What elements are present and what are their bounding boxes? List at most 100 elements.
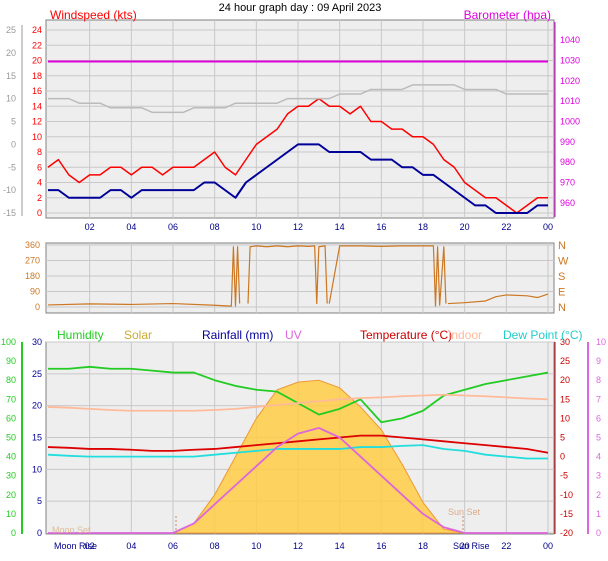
indoor-series-line	[47, 393, 549, 412]
windspeed-tick-label: 20	[32, 56, 42, 66]
humidity-tick-label: 20	[6, 490, 16, 500]
compass-tick-label: E	[558, 287, 565, 299]
legend-humidity: Humidity	[57, 328, 104, 342]
wind-time-tick-label: 04	[126, 222, 136, 232]
climate-time-tick-label: 02	[85, 541, 95, 551]
uv-tick-label: 10	[596, 337, 606, 347]
uv-tick-label: 1	[596, 509, 601, 519]
wind-time-tick-label: 08	[210, 222, 220, 232]
wind-time-tick-label: 10	[251, 222, 261, 232]
moon-rise-label: Moon Rise	[54, 541, 97, 551]
windspeed-tick-label: 14	[32, 101, 42, 111]
gust-series-line	[47, 97, 548, 214]
uv-tick-label: 8	[596, 375, 601, 385]
uv-tick-label: 9	[596, 356, 601, 366]
compass-tick-label: N	[558, 302, 566, 314]
legend-temperature: Temperature (°C)	[360, 328, 452, 342]
humidity-tick-label: 70	[6, 394, 16, 404]
direction-panel-background	[45, 242, 555, 314]
barometer-tick-label: 1000	[560, 117, 580, 127]
direction-tick-label: 90	[30, 287, 40, 297]
rainfall-tick-label: 15	[32, 433, 42, 443]
direction-series-line	[447, 293, 549, 305]
climate-time-tick-label: 18	[418, 541, 428, 551]
humidity-tick-label: 50	[6, 433, 16, 443]
temperature-tick-label: -15	[560, 509, 573, 519]
outer-scale-tick-label: -10	[3, 185, 16, 195]
climate-time-tick-label: 20	[460, 541, 470, 551]
legend-rainfall: Rainfall (mm)	[202, 328, 273, 342]
uv-tick-label: 2	[596, 490, 601, 500]
rainfall-tick-label: 25	[32, 369, 42, 379]
outer-scale-tick-label: 15	[6, 71, 16, 81]
temperature-tick-label: 20	[560, 375, 570, 385]
barometer-tick-label: 970	[560, 178, 575, 188]
windspeed-axis-title: Windspeed (kts)	[50, 8, 137, 22]
rainfall-tick-label: 5	[37, 496, 42, 506]
temperature-tick-label: 0	[560, 452, 565, 462]
wind-time-tick-label: 16	[376, 222, 386, 232]
humidity-tick-label: 60	[6, 413, 16, 423]
temperature-tick-label: -20	[560, 528, 573, 538]
direction-tick-label: 180	[25, 271, 40, 281]
rainfall-tick-label: 10	[32, 464, 42, 474]
sun-set-label: Sun Set	[448, 507, 481, 517]
outer-scale-tick-label: -15	[3, 208, 16, 218]
barometer-tick-label: 1010	[560, 96, 580, 106]
temperature-tick-label: 15	[560, 394, 570, 404]
humidity-tick-label: 30	[6, 471, 16, 481]
climate-time-tick-label: 12	[293, 541, 303, 551]
uv-tick-label: 3	[596, 471, 601, 481]
temperature-tick-label: 10	[560, 413, 570, 423]
outer-scale-tick-label: 10	[6, 94, 16, 104]
uv-tick-label: 0	[596, 528, 601, 538]
uv-tick-label: 5	[596, 433, 601, 443]
compass-tick-label: S	[558, 271, 565, 283]
compass-tick-label: W	[558, 256, 569, 268]
windspeed-tick-label: 10	[32, 132, 42, 142]
axes: 0202040406060808101012121414161618182020…	[1, 22, 606, 551]
windspeed-tick-label: 22	[32, 40, 42, 50]
rainfall-tick-label: 0	[37, 528, 42, 538]
temperature-tick-label: 25	[560, 356, 570, 366]
compass-tick-label: N	[558, 240, 566, 252]
uv-tick-label: 6	[596, 413, 601, 423]
climate-time-tick-label: 06	[168, 541, 178, 551]
windspeed-tick-label: 8	[37, 147, 42, 157]
moon-set-label: Moon Set	[52, 525, 91, 535]
wind-series-line	[48, 143, 548, 214]
grid-lines	[46, 20, 554, 534]
legend-indoor: Indoor	[448, 328, 482, 342]
barometer-tick-label: 960	[560, 198, 575, 208]
humidity-tick-label: 90	[6, 356, 16, 366]
outer-scale-tick-label: 20	[6, 48, 16, 58]
wind-time-tick-label: 22	[501, 222, 511, 232]
wind-time-tick-label: 20	[460, 222, 470, 232]
direction-series-line	[328, 245, 447, 307]
windspeed-tick-label: 16	[32, 86, 42, 96]
humidity-tick-label: 100	[1, 337, 16, 347]
wind-time-tick-label: 12	[293, 222, 303, 232]
wind-time-tick-label: 00	[543, 222, 553, 232]
legend-dewpoint: Dew Point (°C)	[503, 328, 582, 342]
windspeed-tick-label: 12	[32, 117, 42, 127]
temperature-tick-label: -5	[560, 471, 568, 481]
barometer-tick-label: 1040	[560, 35, 580, 45]
dewpoint-series-line	[47, 444, 548, 460]
windspeed-tick-label: 4	[37, 178, 42, 188]
windspeed-tick-label: 6	[37, 162, 42, 172]
barometer-tick-label: 980	[560, 157, 575, 167]
outer-scale-tick-label: -5	[8, 162, 16, 172]
humidity-tick-label: 10	[6, 509, 16, 519]
temperature-tick-label: -10	[560, 490, 573, 500]
legend-uv: UV	[285, 328, 302, 342]
sun-rise-label: Sun Rise	[453, 541, 490, 551]
barometer-tick-label: 990	[560, 137, 575, 147]
barometer-tick-label: 1030	[560, 56, 580, 66]
uv-series-line	[48, 427, 548, 534]
rainfall-tick-label: 20	[32, 401, 42, 411]
outer-scale-tick-label: 25	[6, 25, 16, 35]
rainfall-tick-label: 30	[32, 337, 42, 347]
climate-time-tick-label: 04	[126, 541, 136, 551]
